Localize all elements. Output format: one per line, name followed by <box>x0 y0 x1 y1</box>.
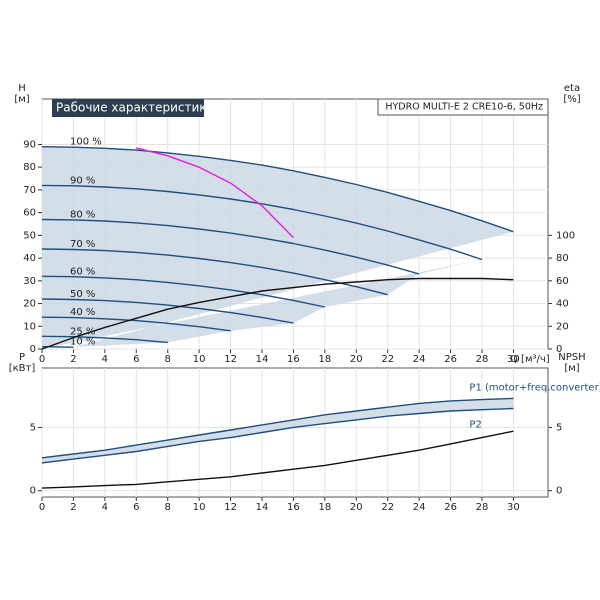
x-tick-label: 10 <box>193 502 206 513</box>
x-tick-label: 2 <box>70 354 76 365</box>
y2-tick-label: 0 <box>556 344 562 355</box>
x-tick-label: 12 <box>224 502 237 513</box>
y-tick-label: 40 <box>23 253 36 264</box>
x-tick-label: 28 <box>476 502 489 513</box>
y-tick-label: 90 <box>23 139 36 150</box>
series-label: 10 % <box>70 337 95 348</box>
series-line <box>41 316 231 332</box>
operating-area <box>42 146 514 349</box>
series-label: 40 % <box>70 307 95 318</box>
y2-axis-unit: [м] <box>564 363 579 374</box>
x-tick-label: 26 <box>444 502 457 513</box>
y-axis-unit: [м] <box>14 94 29 105</box>
x-axis-label: Q [м³/ч] <box>510 354 550 365</box>
series-line <box>41 397 514 459</box>
series-line <box>41 335 168 344</box>
y-tick-label: 60 <box>23 208 36 219</box>
y-tick-label: 70 <box>23 185 36 196</box>
x-tick-label: 8 <box>165 502 171 513</box>
y-tick-label: 5 <box>30 422 36 433</box>
x-tick-label: 24 <box>413 502 426 513</box>
x-tick-label: 18 <box>318 354 331 365</box>
x-tick-label: 6 <box>133 354 139 365</box>
x-tick-label: 16 <box>287 502 300 513</box>
series-label: 90 % <box>70 175 95 186</box>
series-line <box>41 184 483 261</box>
series-line <box>41 277 514 350</box>
series-label: 25 % <box>70 326 95 337</box>
x-tick-label: 20 <box>350 354 363 365</box>
series-line <box>41 218 420 275</box>
x-tick-label: 16 <box>287 354 300 365</box>
x-tick-label: 2 <box>70 502 76 513</box>
x-tick-label: 22 <box>381 354 394 365</box>
x-tick-label: 0 <box>39 502 45 513</box>
series-line <box>41 298 294 324</box>
y2-tick-label: 80 <box>556 253 569 264</box>
subtitle-box <box>377 98 549 116</box>
y-tick-label: 0 <box>30 486 36 497</box>
x-tick-label: 30 <box>507 354 520 365</box>
x-tick-label: 4 <box>102 354 108 365</box>
y2-axis-label: NPSH <box>558 352 585 363</box>
series-line <box>41 146 514 233</box>
series-line <box>41 430 514 489</box>
y2-tick-label: 20 <box>556 321 569 332</box>
x-tick-label: 20 <box>350 502 363 513</box>
x-tick-label: 14 <box>256 502 269 513</box>
series-line <box>41 275 326 308</box>
chart-title: Рабочие характеристики <box>56 101 214 115</box>
x-tick-label: 24 <box>413 354 426 365</box>
y-axis-unit: [кВт] <box>9 363 36 374</box>
x-tick-label: 10 <box>193 354 206 365</box>
x-tick-label: 26 <box>444 354 457 365</box>
x-tick-label: 0 <box>39 354 45 365</box>
x-tick-label: 8 <box>165 354 171 365</box>
y-tick-label: 10 <box>23 321 36 332</box>
y2-tick-label: 5 <box>556 422 562 433</box>
series-label: 70 % <box>70 239 95 250</box>
y-tick-label: 30 <box>23 276 36 287</box>
x-tick-label: 22 <box>381 502 394 513</box>
x-tick-label: 6 <box>133 502 139 513</box>
y-axis-label: P <box>19 352 25 363</box>
x-tick-label: 4 <box>102 502 108 513</box>
y2-axis-unit: [%] <box>563 94 580 105</box>
series-label: 60 % <box>70 266 95 277</box>
series-label: P1 (motor+freq.converter) <box>469 382 600 393</box>
y-tick-label: 80 <box>23 162 36 173</box>
x-tick-label: 18 <box>318 502 331 513</box>
series-line <box>41 407 514 464</box>
series-label: 80 % <box>70 209 95 220</box>
x-tick-label: 28 <box>476 354 489 365</box>
series-label: 50 % <box>70 289 95 300</box>
y2-tick-label: 100 <box>556 230 575 241</box>
title-box <box>52 99 204 117</box>
x-tick-label: 30 <box>507 502 520 513</box>
x-tick-label: 12 <box>224 354 237 365</box>
y2-axis-label: eta <box>564 83 580 94</box>
operating-area <box>42 398 514 463</box>
y-tick-label: 20 <box>23 299 36 310</box>
chart-subtitle: HYDRO MULTI-E 2 CRE10-6, 50Hz <box>385 102 543 113</box>
y2-tick-label: 60 <box>556 276 569 287</box>
y2-tick-label: 40 <box>556 299 569 310</box>
x-tick-label: 14 <box>256 354 269 365</box>
series-line <box>41 248 388 296</box>
y-axis-label: H <box>18 83 26 94</box>
y-tick-label: 0 <box>30 344 36 355</box>
y2-tick-label: 0 <box>556 486 562 497</box>
series-label: P2 <box>469 419 481 430</box>
series-line <box>136 147 294 239</box>
series-label: 100 % <box>70 137 102 148</box>
y-tick-label: 50 <box>23 230 36 241</box>
